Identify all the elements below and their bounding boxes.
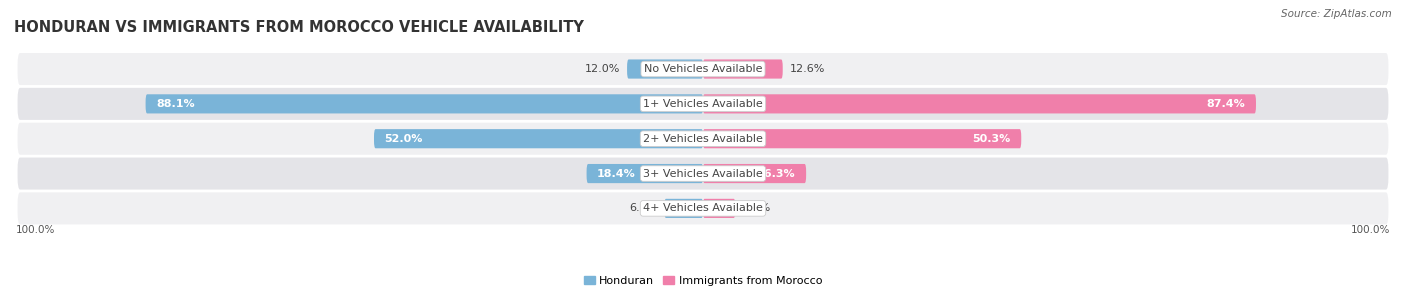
- FancyBboxPatch shape: [17, 53, 1389, 85]
- Text: 4+ Vehicles Available: 4+ Vehicles Available: [643, 203, 763, 213]
- Text: 52.0%: 52.0%: [384, 134, 423, 144]
- FancyBboxPatch shape: [627, 59, 703, 79]
- Text: Source: ZipAtlas.com: Source: ZipAtlas.com: [1281, 9, 1392, 19]
- FancyBboxPatch shape: [17, 192, 1389, 225]
- Text: 16.3%: 16.3%: [756, 168, 796, 178]
- FancyBboxPatch shape: [703, 199, 735, 218]
- Text: 1+ Vehicles Available: 1+ Vehicles Available: [643, 99, 763, 109]
- Text: 100.0%: 100.0%: [1351, 225, 1391, 235]
- Text: 88.1%: 88.1%: [156, 99, 195, 109]
- FancyBboxPatch shape: [665, 199, 703, 218]
- FancyBboxPatch shape: [17, 123, 1389, 155]
- FancyBboxPatch shape: [586, 164, 703, 183]
- Text: 50.3%: 50.3%: [973, 134, 1011, 144]
- FancyBboxPatch shape: [703, 164, 806, 183]
- Text: 2+ Vehicles Available: 2+ Vehicles Available: [643, 134, 763, 144]
- Text: 87.4%: 87.4%: [1206, 99, 1246, 109]
- Text: 3+ Vehicles Available: 3+ Vehicles Available: [643, 168, 763, 178]
- Text: HONDURAN VS IMMIGRANTS FROM MOROCCO VEHICLE AVAILABILITY: HONDURAN VS IMMIGRANTS FROM MOROCCO VEHI…: [14, 20, 583, 35]
- Text: No Vehicles Available: No Vehicles Available: [644, 64, 762, 74]
- Text: 12.6%: 12.6%: [790, 64, 825, 74]
- FancyBboxPatch shape: [17, 88, 1389, 120]
- FancyBboxPatch shape: [146, 94, 703, 114]
- FancyBboxPatch shape: [703, 59, 783, 79]
- FancyBboxPatch shape: [17, 158, 1389, 190]
- FancyBboxPatch shape: [703, 129, 1021, 148]
- FancyBboxPatch shape: [374, 129, 703, 148]
- FancyBboxPatch shape: [703, 94, 1256, 114]
- Text: 12.0%: 12.0%: [585, 64, 620, 74]
- Legend: Honduran, Immigrants from Morocco: Honduran, Immigrants from Morocco: [579, 271, 827, 286]
- Text: 6.1%: 6.1%: [628, 203, 658, 213]
- Text: 5.1%: 5.1%: [742, 203, 770, 213]
- Text: 18.4%: 18.4%: [598, 168, 636, 178]
- Text: 100.0%: 100.0%: [15, 225, 55, 235]
